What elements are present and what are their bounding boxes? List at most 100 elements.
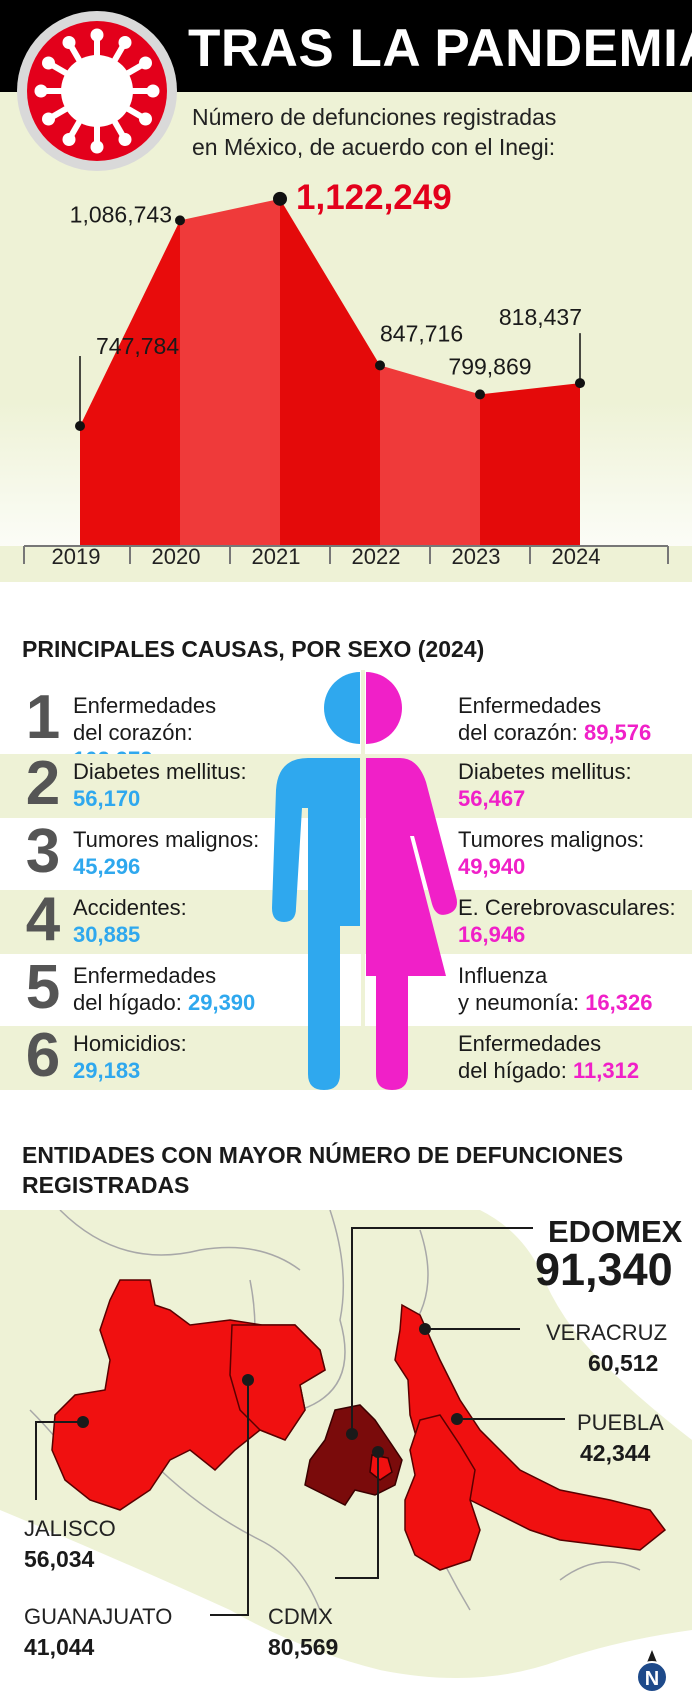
cdmx-value: 80,569 <box>268 1634 339 1660</box>
data-label-2022: 847,716 <box>380 320 463 346</box>
puebla-name: PUEBLA <box>577 1410 664 1435</box>
male-cause-value: 29,390 <box>187 990 256 1015</box>
area-segment-2019 <box>80 220 180 546</box>
cdmx-name: CDMX <box>268 1604 333 1629</box>
causes-title: PRINCIPALES CAUSAS, POR SEXO (2024) <box>22 636 485 662</box>
female-cause-value: 16,946 <box>458 922 526 947</box>
female-cause: E. Cerebrovasculares: 16,946 <box>458 894 688 948</box>
male-cause-label: Tumores malignos: <box>73 827 260 852</box>
map-title: ENTIDADES CON MAYOR NÚMERO DE DEFUNCIONE… <box>22 1140 672 1200</box>
male-cause-value: 56,170 <box>73 786 141 811</box>
subtitle-line-2: en México, de acuerdo con el Inegi: <box>192 134 556 160</box>
edomex-name: EDOMEX <box>548 1214 683 1249</box>
data-label-2019: 747,784 <box>96 333 179 359</box>
data-point-2022 <box>375 360 385 371</box>
subtitle-line-1: Número de defunciones registradas <box>192 104 557 130</box>
compass-icon: N <box>636 1650 668 1693</box>
x-tick-label: 2024 <box>552 544 601 569</box>
male-cause-value: 29,183 <box>73 1058 141 1083</box>
jalisco-name: JALISCO <box>24 1516 116 1541</box>
male-cause: Diabetes mellitus: 56,170 <box>73 758 273 812</box>
virus-icon <box>17 11 177 171</box>
female-cause: Influenza y neumonía: 16,326 <box>458 962 688 1016</box>
x-tick-label: 2020 <box>152 544 201 569</box>
female-cause-value: 11,312 <box>572 1058 640 1083</box>
female-cause-label: Enfermedades <box>458 1031 602 1056</box>
cause-rank: 6 <box>25 1021 61 1090</box>
female-cause-label: y neumonía: <box>458 990 586 1015</box>
female-cause-label: Influenza <box>458 963 548 988</box>
male-cause: Tumores malignos: 45,296 <box>73 826 273 880</box>
data-point-2024 <box>575 378 585 389</box>
deaths-area-chart: 2019 2020 2021 2022 2023 2024 747,784 1,086,74… <box>0 182 692 582</box>
cause-rank: 4 <box>25 885 61 954</box>
puebla-value: 42,344 <box>580 1440 651 1466</box>
female-cause-value: 49,940 <box>458 854 526 879</box>
female-cause-label: Diabetes mellitus: <box>458 759 632 784</box>
male-cause-value: 45,296 <box>73 854 141 879</box>
area-segment-2020 <box>180 198 280 546</box>
x-tick-label: 2023 <box>452 544 501 569</box>
female-cause: Tumores malignos: 49,940 <box>458 826 688 880</box>
data-point-2019 <box>75 421 85 432</box>
male-cause-label: Enfermedades <box>73 693 217 718</box>
map-dots <box>77 1323 463 1458</box>
female-cause-value: 89,576 <box>583 720 652 745</box>
jalisco-value: 56,034 <box>24 1546 95 1572</box>
area-segment-2021 <box>280 198 380 546</box>
female-cause-label: Enfermedades <box>458 693 602 718</box>
male-cause-label: Enfermedades <box>73 963 217 988</box>
data-label-2023: 799,869 <box>448 353 531 379</box>
guanajuato-value: 41,044 <box>24 1634 95 1660</box>
mexico-states-map: N <box>0 1210 692 1696</box>
female-cause-label: Tumores malignos: <box>458 827 645 852</box>
edomex-value: 91,340 <box>535 1244 673 1295</box>
cause-rank: 3 <box>25 817 61 886</box>
cdmx-region <box>369 1454 393 1481</box>
data-label-2024: 818,437 <box>499 304 582 330</box>
veracruz-name: VERACRUZ <box>546 1320 668 1345</box>
guanajuato-region <box>229 1324 326 1441</box>
map-gulf <box>440 1210 692 1440</box>
male-head <box>324 672 360 744</box>
female-body <box>366 758 457 1090</box>
male-cause-label: del corazón: <box>73 720 193 745</box>
guanajuato-name: GUANAJUATO <box>24 1604 173 1629</box>
female-figure <box>366 672 457 1090</box>
data-label-2020: 1,086,743 <box>70 201 172 227</box>
page-subtitle: Número de defunciones registradas en Méx… <box>192 102 652 162</box>
cause-rank: 2 <box>25 749 61 818</box>
map-leader-lines <box>35 1227 565 1616</box>
area-segment-2023 <box>480 383 580 546</box>
data-point-2023 <box>475 389 485 400</box>
female-cause: Enfermedades del hígado: 11,312 <box>458 1030 688 1084</box>
female-cause-label: E. Cerebrovasculares: <box>458 895 676 920</box>
male-cause-label: Diabetes mellitus: <box>73 759 247 784</box>
map-pacific <box>0 1510 692 1696</box>
puebla-region <box>404 1414 481 1571</box>
x-axis-band <box>0 546 692 582</box>
female-cause: Diabetes mellitus: 56,467 <box>458 758 688 812</box>
female-head <box>366 672 402 744</box>
data-point-2021 <box>273 191 287 206</box>
map-title-line-1: ENTIDADES CON MAYOR NÚMERO DE DEFUNCIONE… <box>22 1142 624 1168</box>
cause-rank: 5 <box>25 953 61 1022</box>
female-cause-label: del hígado: <box>458 1058 573 1083</box>
veracruz-value: 60,512 <box>588 1350 659 1376</box>
female-cause-label: del corazón: <box>458 720 584 745</box>
cause-row-band <box>0 1026 692 1090</box>
x-tick-label: 2022 <box>352 544 401 569</box>
data-label-2021: 1,122,249 <box>296 182 452 217</box>
male-cause-label: del hígado: <box>73 990 188 1015</box>
male-figure <box>272 672 360 1090</box>
x-tick-label: 2021 <box>252 544 301 569</box>
male-cause: Accidentes: 30,885 <box>73 894 273 948</box>
map-title-line-2: REGISTRADAS <box>22 1172 190 1198</box>
female-cause-value: 56,467 <box>458 786 526 811</box>
male-cause: Enfermedades del hígado: 29,390 <box>73 962 273 1016</box>
male-cause: Homicidios: 29,183 <box>73 1030 273 1084</box>
female-cause: Enfermedades del corazón: 89,576 <box>458 692 688 746</box>
area-segment-2022 <box>380 365 480 546</box>
male-body <box>272 758 360 1090</box>
data-point-2020 <box>175 215 185 226</box>
